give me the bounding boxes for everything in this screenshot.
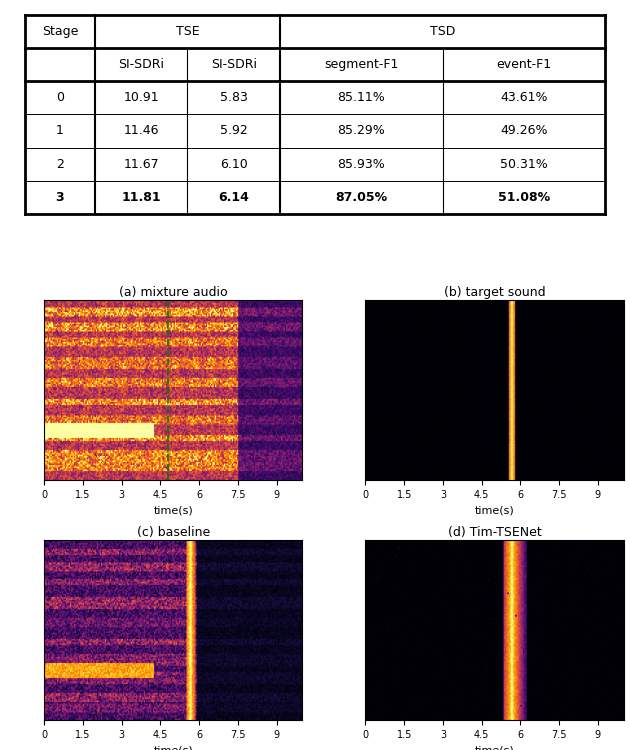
Text: Stage: Stage — [42, 25, 78, 38]
Text: SI-SDRi: SI-SDRi — [118, 58, 164, 71]
Title: (d) Tim-TSENet: (d) Tim-TSENet — [448, 526, 541, 538]
Text: 85.93%: 85.93% — [338, 158, 385, 170]
Text: 11.46: 11.46 — [123, 124, 159, 137]
Text: 50.31%: 50.31% — [500, 158, 547, 170]
X-axis label: time(s): time(s) — [153, 506, 193, 515]
Text: 51.08%: 51.08% — [498, 190, 550, 204]
Text: TSE: TSE — [176, 25, 199, 38]
Text: TSD: TSD — [430, 25, 455, 38]
Text: event-F1: event-F1 — [496, 58, 551, 71]
Title: (b) target sound: (b) target sound — [444, 286, 546, 298]
Text: 6.10: 6.10 — [220, 158, 248, 170]
Text: 1: 1 — [56, 124, 64, 137]
Text: 11.67: 11.67 — [123, 158, 159, 170]
Text: segment-F1: segment-F1 — [324, 58, 399, 71]
Text: 49.26%: 49.26% — [500, 124, 547, 137]
Text: 85.29%: 85.29% — [338, 124, 385, 137]
Text: 10.91: 10.91 — [123, 92, 159, 104]
Title: (a) mixture audio: (a) mixture audio — [119, 286, 227, 298]
Text: 85.11%: 85.11% — [338, 92, 385, 104]
X-axis label: time(s): time(s) — [474, 506, 515, 515]
Text: SI-SDRi: SI-SDRi — [211, 58, 257, 71]
Title: (c) baseline: (c) baseline — [137, 526, 210, 538]
Text: 43.61%: 43.61% — [500, 92, 547, 104]
Text: 5.92: 5.92 — [220, 124, 248, 137]
Text: 5.83: 5.83 — [220, 92, 248, 104]
X-axis label: time(s): time(s) — [153, 746, 193, 750]
Text: 0: 0 — [56, 92, 64, 104]
Text: 3: 3 — [55, 190, 64, 204]
Text: 87.05%: 87.05% — [335, 190, 387, 204]
X-axis label: time(s): time(s) — [474, 746, 515, 750]
Text: 2: 2 — [56, 158, 64, 170]
Text: 6.14: 6.14 — [219, 190, 249, 204]
Text: 11.81: 11.81 — [122, 190, 161, 204]
